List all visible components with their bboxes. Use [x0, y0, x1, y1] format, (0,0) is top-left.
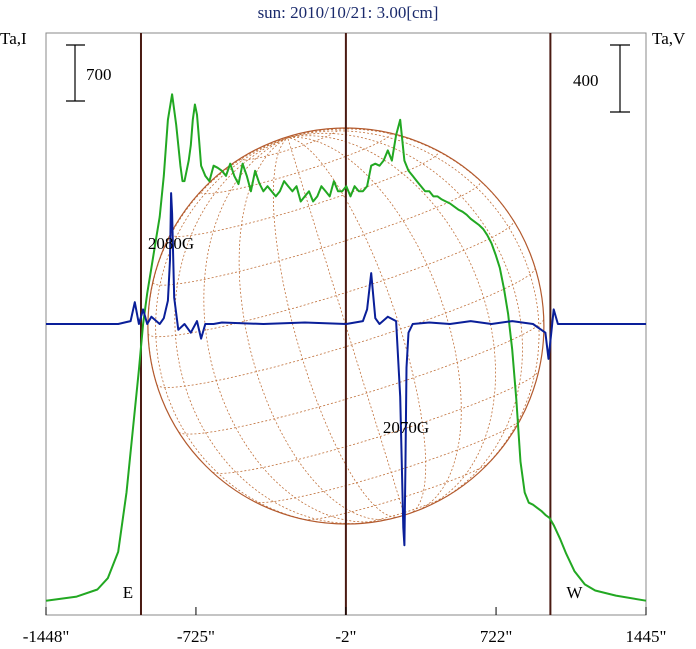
latitude-line [200, 133, 391, 195]
x-tick-label: 722" [480, 627, 512, 646]
intensity-series-line [45, 93, 647, 602]
east-limb-label: E [123, 583, 133, 602]
longitude-line [174, 137, 370, 525]
longitude-line [287, 132, 523, 502]
right-scale-bar: 400 [573, 44, 630, 113]
longitude-line [287, 128, 536, 268]
longitude-line [287, 137, 427, 514]
series-layer [45, 93, 647, 602]
left-scale-bar: 700 [66, 44, 112, 102]
field-strength-annotation: 2070G [383, 418, 429, 437]
latitude-line [170, 151, 439, 237]
x-tick-label: -1448" [23, 627, 70, 646]
west-limb-label: W [566, 583, 583, 602]
right-scale-bar-label: 400 [573, 71, 599, 90]
x-axis-ticks: -1448" -725" -2" 722" 1445" [23, 607, 667, 646]
chart-title: sun: 2010/10/21: 3.00[cm] [258, 3, 439, 22]
longitude-line [238, 137, 390, 520]
left-axis-label: Ta,I [0, 29, 27, 48]
x-tick-label: -725" [177, 627, 215, 646]
x-tick-label: -2" [335, 627, 356, 646]
latitude-line [147, 220, 515, 338]
latitude-line [212, 371, 539, 474]
latitude-line [178, 319, 545, 435]
longitude-line [287, 137, 405, 516]
longitude-line [287, 136, 462, 511]
right-axis-label: Ta,V [652, 29, 686, 48]
longitude-line [272, 137, 400, 518]
longitude-line [203, 137, 384, 523]
longitude-line [287, 135, 496, 508]
left-scale-bar-label: 700 [86, 65, 112, 84]
latitude-line [240, 129, 339, 161]
field-strength-annotation: 2080G [148, 234, 194, 253]
annotation-layer: 2080G 2070G [148, 234, 429, 437]
x-tick-label: 1445" [626, 627, 667, 646]
polarization-series-line [46, 192, 646, 547]
